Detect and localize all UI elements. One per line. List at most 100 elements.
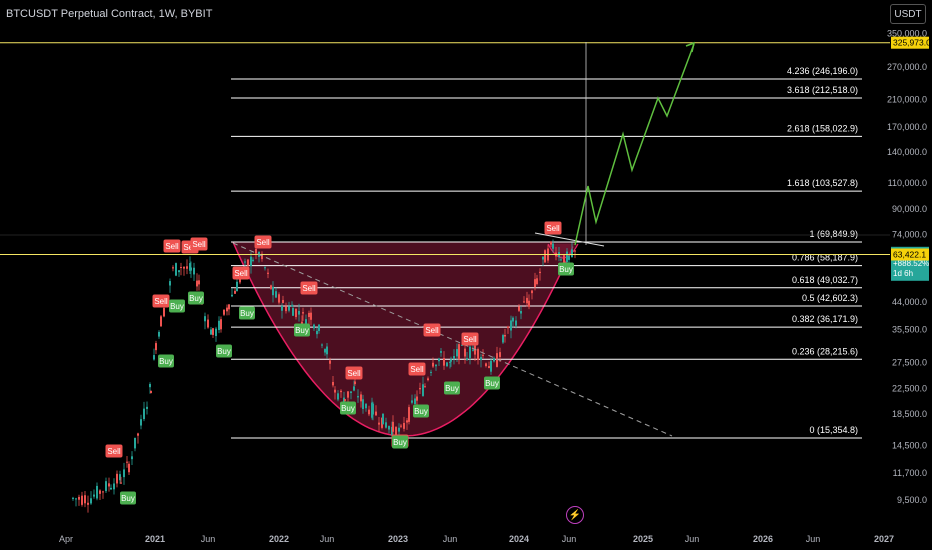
candle-body — [440, 351, 442, 353]
candle-body — [539, 271, 541, 274]
candlestick-series — [72, 239, 576, 513]
candle-body — [220, 319, 222, 330]
x-axis[interactable]: Apr 2021 Jun 2022 Jun 2023 Jun 2024 Jun 2025 Jun 20… — [59, 534, 894, 544]
candle-body — [329, 360, 331, 364]
candle-body — [544, 250, 546, 263]
candle-body — [226, 307, 228, 312]
signal-label: Buy — [159, 357, 173, 366]
x-tick-label: 2024 — [509, 534, 529, 544]
trend-lines — [0, 41, 890, 437]
sell-signal: Sell — [544, 221, 562, 235]
candle-body — [528, 300, 530, 307]
candle-body — [150, 390, 152, 394]
fib-label: 1.618 (103,527.8) — [787, 178, 858, 188]
candle-body — [523, 301, 525, 303]
candle-body — [93, 494, 95, 497]
candle-body — [510, 320, 512, 331]
buy-signal-badge — [558, 262, 574, 276]
candle-body — [78, 496, 80, 500]
y-tick-label: 11,700.0 — [893, 468, 927, 478]
fib-label: 0.618 (49,032.7) — [792, 275, 858, 285]
candle-body — [340, 390, 342, 393]
candle-body — [395, 427, 397, 438]
projection-arrow-icon — [685, 41, 696, 53]
candle-body — [169, 281, 171, 286]
fib-label: 0.236 (28,215.6) — [792, 346, 858, 356]
candle-body — [449, 361, 451, 363]
buy-signal: Buy — [120, 491, 136, 505]
candle-body — [326, 346, 328, 355]
candle-body — [105, 481, 107, 492]
candle-body — [231, 294, 233, 297]
x-tick-label: 2021 — [145, 534, 165, 544]
candle-body — [198, 280, 200, 285]
candle-body — [292, 308, 294, 316]
x-tick-label: Jun — [685, 534, 700, 544]
buy-signal: Buy — [216, 344, 232, 358]
candle-body — [542, 256, 544, 260]
candle-body — [288, 306, 290, 311]
candle-body — [419, 387, 421, 390]
candle-body — [99, 490, 101, 494]
symbol-title[interactable]: BTCUSDT Perpetual Contract, 1W, BYBIT — [6, 8, 213, 20]
candle-body — [432, 362, 434, 367]
candle-body — [403, 422, 405, 429]
candle-body — [96, 485, 98, 499]
signal-label: Sell — [425, 326, 439, 335]
sell-signal-badge — [544, 221, 562, 235]
candle-body — [110, 487, 112, 490]
candle-body — [261, 253, 263, 260]
candle-body — [574, 250, 576, 252]
currency-button[interactable]: USDT — [890, 4, 926, 24]
candle-body — [270, 285, 272, 289]
buy-signal-badge — [216, 344, 232, 358]
candle-body — [313, 324, 315, 329]
candle-body — [365, 403, 367, 409]
fib-label: 3.618 (212,518.0) — [787, 85, 858, 95]
lightning-icon[interactable]: ⚡ — [566, 506, 584, 524]
sell-signal: Sell — [423, 323, 441, 337]
candle-body — [90, 498, 92, 504]
candle-body — [204, 316, 206, 322]
x-tick-label: Jun — [562, 534, 577, 544]
candle-body — [502, 335, 504, 343]
x-tick-label: 2026 — [753, 534, 773, 544]
candle-body — [427, 378, 429, 381]
candle-body — [480, 357, 482, 361]
buy-signal-badge — [120, 491, 136, 505]
sell-signal-badge — [254, 235, 272, 249]
sell-signal: Sell — [190, 237, 208, 251]
candle-body — [337, 393, 339, 400]
candle-body — [81, 495, 83, 505]
buy-signal-badge — [188, 291, 204, 305]
signal-label: Sell — [546, 224, 560, 233]
buy-signal-badge — [169, 299, 185, 313]
candle-body — [435, 364, 437, 367]
buy-signal: Buy — [444, 381, 460, 395]
candle-body — [360, 394, 362, 402]
candle-body — [134, 437, 136, 449]
candle-body — [353, 386, 355, 391]
y-tick-label: 74,000.0 — [892, 230, 927, 240]
fib-label: 0.5 (42,602.3) — [802, 293, 858, 303]
candle-body — [354, 381, 356, 385]
fib-label: 2.618 (158,022.9) — [787, 123, 858, 133]
candle-body — [534, 279, 536, 288]
buy-signal: Buy — [340, 401, 356, 415]
candle-body — [398, 427, 400, 432]
candle-body — [143, 408, 145, 420]
fib-label: 4.236 (246,196.0) — [787, 66, 858, 76]
y-tick-label: 110,000.0 — [888, 178, 927, 188]
sell-signal-badge — [345, 366, 363, 380]
candle-body — [186, 266, 188, 269]
price-tag — [891, 248, 929, 261]
buy-signal: Buy — [294, 323, 310, 337]
x-tick-label: Apr — [59, 534, 73, 544]
sell-signal-badge — [152, 294, 170, 308]
buy-signal-badge — [158, 354, 174, 368]
candle-body — [334, 389, 336, 393]
candle-body — [252, 259, 254, 261]
fib-label: 0.382 (36,171.9) — [792, 314, 858, 324]
y-tick-label: 44,000.0 — [892, 297, 927, 307]
